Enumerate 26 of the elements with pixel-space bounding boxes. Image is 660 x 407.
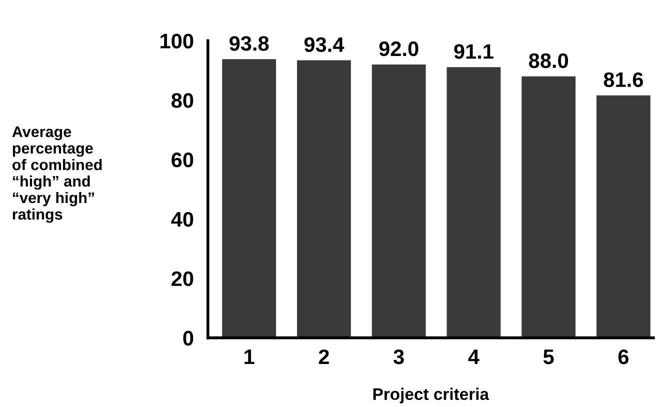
y-tick-label: 80 xyxy=(172,93,194,108)
data-label: 88.0 xyxy=(528,53,568,68)
bar xyxy=(596,95,650,338)
x-tick-label: 6 xyxy=(618,349,628,364)
data-label: 93.4 xyxy=(304,37,344,52)
y-axis-title: Average percentage of combined “high” and “very high” ratings xyxy=(12,126,102,223)
bar xyxy=(372,64,426,338)
x-tick-label: 3 xyxy=(394,349,404,364)
bar xyxy=(222,59,276,338)
data-label: 92.0 xyxy=(379,41,418,56)
bar xyxy=(297,60,351,338)
x-tick-label: 4 xyxy=(468,350,480,364)
bar xyxy=(522,76,576,338)
x-tick-label: 2 xyxy=(318,349,329,364)
data-label: 91.1 xyxy=(454,44,494,59)
data-label: 81.6 xyxy=(604,72,643,88)
y-tick-label: 0 xyxy=(183,330,194,346)
x-tick-label: 5 xyxy=(543,350,554,364)
data-label: 93.8 xyxy=(230,36,269,51)
bar xyxy=(446,67,501,338)
y-tick-label: 100 xyxy=(160,34,194,48)
y-tick-label: 60 xyxy=(172,152,194,168)
y-tick-label: 20 xyxy=(172,271,194,286)
y-tick-label: 40 xyxy=(171,212,194,227)
x-axis-title: Project criteria xyxy=(373,388,490,404)
x-tick-label: 1 xyxy=(244,350,254,364)
